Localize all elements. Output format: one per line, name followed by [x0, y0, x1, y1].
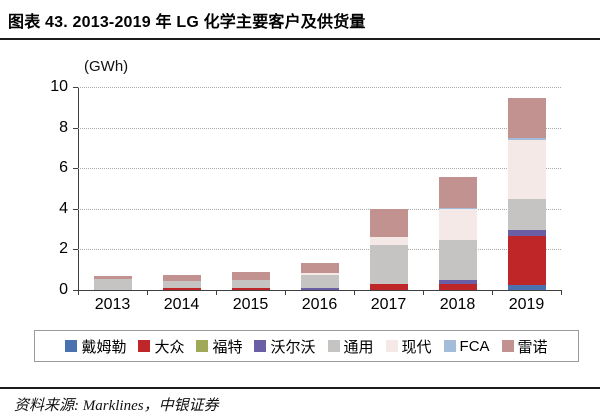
bar-segment	[507, 284, 546, 290]
title-divider	[0, 38, 600, 40]
legend-swatch-icon	[254, 340, 267, 352]
legend-swatch-icon	[196, 340, 209, 352]
bar-segment	[231, 271, 270, 280]
legend-swatch-icon	[138, 340, 151, 352]
legend-label: 戴姆勒	[81, 338, 127, 356]
gridline	[78, 87, 561, 88]
bar-segment	[369, 237, 408, 246]
bar-segment	[438, 208, 477, 241]
footer-divider	[0, 387, 600, 389]
gridline	[78, 168, 561, 170]
bar-segment	[300, 272, 339, 275]
x-tick-label: 2017	[370, 296, 407, 313]
y-tick	[73, 168, 78, 170]
legend-item: FCA	[443, 337, 490, 355]
bar-segment	[369, 245, 408, 284]
legend-label: 沃尔沃	[270, 338, 316, 356]
gridline	[78, 249, 561, 251]
bar-segment	[438, 207, 477, 209]
y-tick	[73, 249, 78, 251]
bar-segment	[507, 98, 546, 138]
legend-item: 沃尔沃	[254, 336, 316, 357]
y-tick	[73, 127, 78, 129]
x-tick-label: 2013	[94, 296, 131, 313]
source-note: 资料来源: Marklines，中银证券	[14, 398, 219, 414]
bar-segment	[507, 230, 546, 237]
legend: 戴姆勒 大众 福特 沃尔沃 通用 现代 FCA 雷诺	[34, 330, 579, 362]
y-tick-label: 0	[59, 281, 68, 298]
x-tick	[354, 290, 355, 295]
bar-segment	[438, 279, 477, 284]
bar-segment	[93, 278, 132, 290]
bar-segment	[231, 287, 270, 290]
legend-swatch-icon	[385, 340, 398, 352]
legend-label: 福特	[212, 338, 243, 356]
y-tick-label: 10	[50, 78, 68, 95]
bar-segment	[369, 283, 408, 290]
y-tick	[73, 87, 78, 88]
bar-segment	[507, 139, 546, 199]
bar-segment	[300, 262, 339, 273]
x-tick	[423, 290, 424, 295]
legend-swatch-icon	[501, 340, 514, 352]
legend-label: 大众	[154, 338, 185, 356]
bar-segment	[162, 280, 201, 288]
bar-segment	[438, 240, 477, 280]
x-tick-label: 2019	[508, 296, 545, 313]
legend-item: 戴姆勒	[65, 336, 126, 357]
bar-segment	[438, 283, 477, 290]
bar-segment	[507, 236, 546, 285]
x-tick-label: 2016	[301, 296, 338, 313]
legend-item: 雷诺	[501, 336, 548, 357]
y-tick-label: 6	[59, 159, 68, 177]
bar-segment	[231, 279, 270, 288]
y-tick-label: 8	[59, 118, 68, 136]
x-tick	[492, 290, 493, 295]
bar-segment	[93, 275, 132, 279]
figure-title: 图表 43. 2013-2019 年 LG 化学主要客户及供货量	[8, 14, 366, 31]
legend-label: 通用	[343, 338, 374, 356]
x-tick	[78, 290, 79, 295]
x-tick-label: 2018	[439, 296, 476, 313]
bar-segment	[300, 274, 339, 288]
bar-segment	[507, 137, 546, 140]
x-tick	[147, 290, 148, 295]
y-tick-label: 2	[59, 240, 68, 258]
bar-segment	[369, 208, 408, 238]
bar-segment	[300, 287, 339, 290]
legend-item: 现代	[385, 336, 432, 357]
gridline	[78, 208, 561, 210]
x-axis-line	[78, 290, 561, 291]
legend-item: 通用	[327, 336, 374, 357]
gridline	[78, 127, 561, 129]
bar-segment	[438, 177, 477, 208]
x-tick-label: 2014	[163, 296, 200, 313]
bar-segment	[507, 198, 546, 231]
legend-item: 福特	[196, 336, 242, 357]
y-tick-label: 4	[59, 199, 68, 217]
x-tick	[285, 290, 286, 295]
legend-item: 大众	[138, 336, 184, 357]
y-tick	[73, 290, 78, 291]
legend-swatch-icon	[443, 340, 456, 352]
legend-swatch-icon	[327, 340, 340, 352]
legend-label: 现代	[401, 338, 432, 356]
x-tick-label: 2015	[232, 296, 269, 313]
bar-segment	[162, 274, 201, 281]
legend-label: FCA	[459, 337, 490, 355]
y-axis-line	[78, 87, 79, 290]
legend-swatch-icon	[65, 340, 78, 352]
y-axis-unit-label: (GWh)	[84, 58, 129, 75]
x-tick	[561, 290, 562, 295]
x-tick	[216, 290, 217, 295]
legend-label: 雷诺	[517, 338, 548, 356]
y-tick	[73, 208, 78, 210]
bar-segment	[162, 287, 201, 290]
